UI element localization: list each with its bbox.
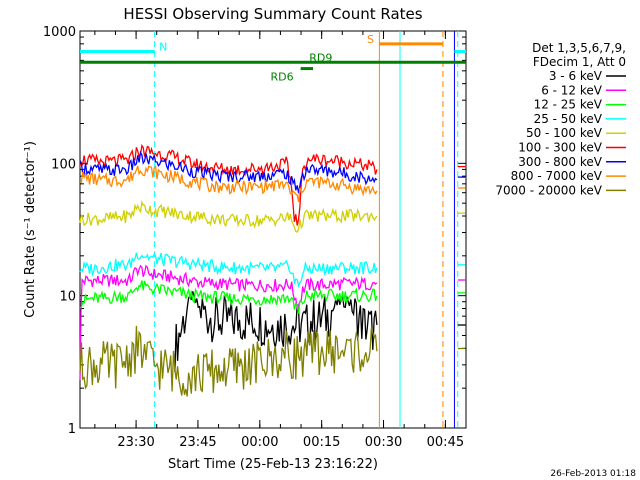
footer-date: 26-Feb-2013 01:18 [550, 469, 636, 479]
legend-label: 6 - 12 keV [541, 83, 603, 97]
y-tick-label: 1000 [43, 25, 76, 40]
series-line-8 [79, 325, 378, 397]
y-axis-label: Count Rate (s⁻¹ detector⁻¹) [23, 141, 38, 318]
series-line-5 [79, 143, 378, 226]
legend-label: 100 - 300 keV [518, 141, 602, 155]
x-tick-label: 23:30 [117, 435, 154, 450]
chart-title: HESSI Observing Summary Count Rates [123, 5, 422, 23]
flag-label-rd9: RD9 [309, 51, 332, 64]
legend-header: FDecim 1, Att 0 [533, 55, 626, 69]
x-tick-label: 00:30 [365, 435, 402, 450]
flag-label-n: N [159, 40, 167, 53]
series-line-7 [79, 165, 378, 203]
x-tick-label: 00:45 [427, 435, 464, 450]
series-line-3 [79, 252, 378, 289]
series-line-4 [79, 200, 378, 234]
y-tick-label: 100 [51, 157, 76, 172]
legend-header: Det 1,3,5,6,7,9, [532, 41, 626, 55]
y-tick-label: 10 [59, 290, 76, 305]
series-line-1 [79, 264, 378, 381]
legend-label: 3 - 6 keV [549, 69, 603, 83]
flag-label-rd6: RD6 [271, 71, 294, 84]
legend-label: 800 - 7000 keV [511, 169, 603, 183]
legend-label: 25 - 50 keV [534, 112, 603, 126]
legend-label: 7000 - 20000 keV [495, 183, 602, 197]
flag-label-s: S [367, 33, 374, 46]
legend-label: 50 - 100 keV [526, 126, 603, 140]
x-tick-label: 23:45 [179, 435, 216, 450]
x-axis-label: Start Time (25-Feb-13 23:16:22) [168, 457, 378, 472]
legend-label: 12 - 25 keV [534, 98, 603, 112]
plot-frame [79, 30, 467, 429]
y-tick-label: 1 [68, 422, 76, 437]
legend-label: 300 - 800 keV [518, 155, 602, 169]
x-tick-label: 00:15 [303, 435, 340, 450]
series-line-2 [79, 280, 378, 314]
series-line-6 [79, 150, 378, 194]
x-tick-label: 00:00 [241, 435, 278, 450]
